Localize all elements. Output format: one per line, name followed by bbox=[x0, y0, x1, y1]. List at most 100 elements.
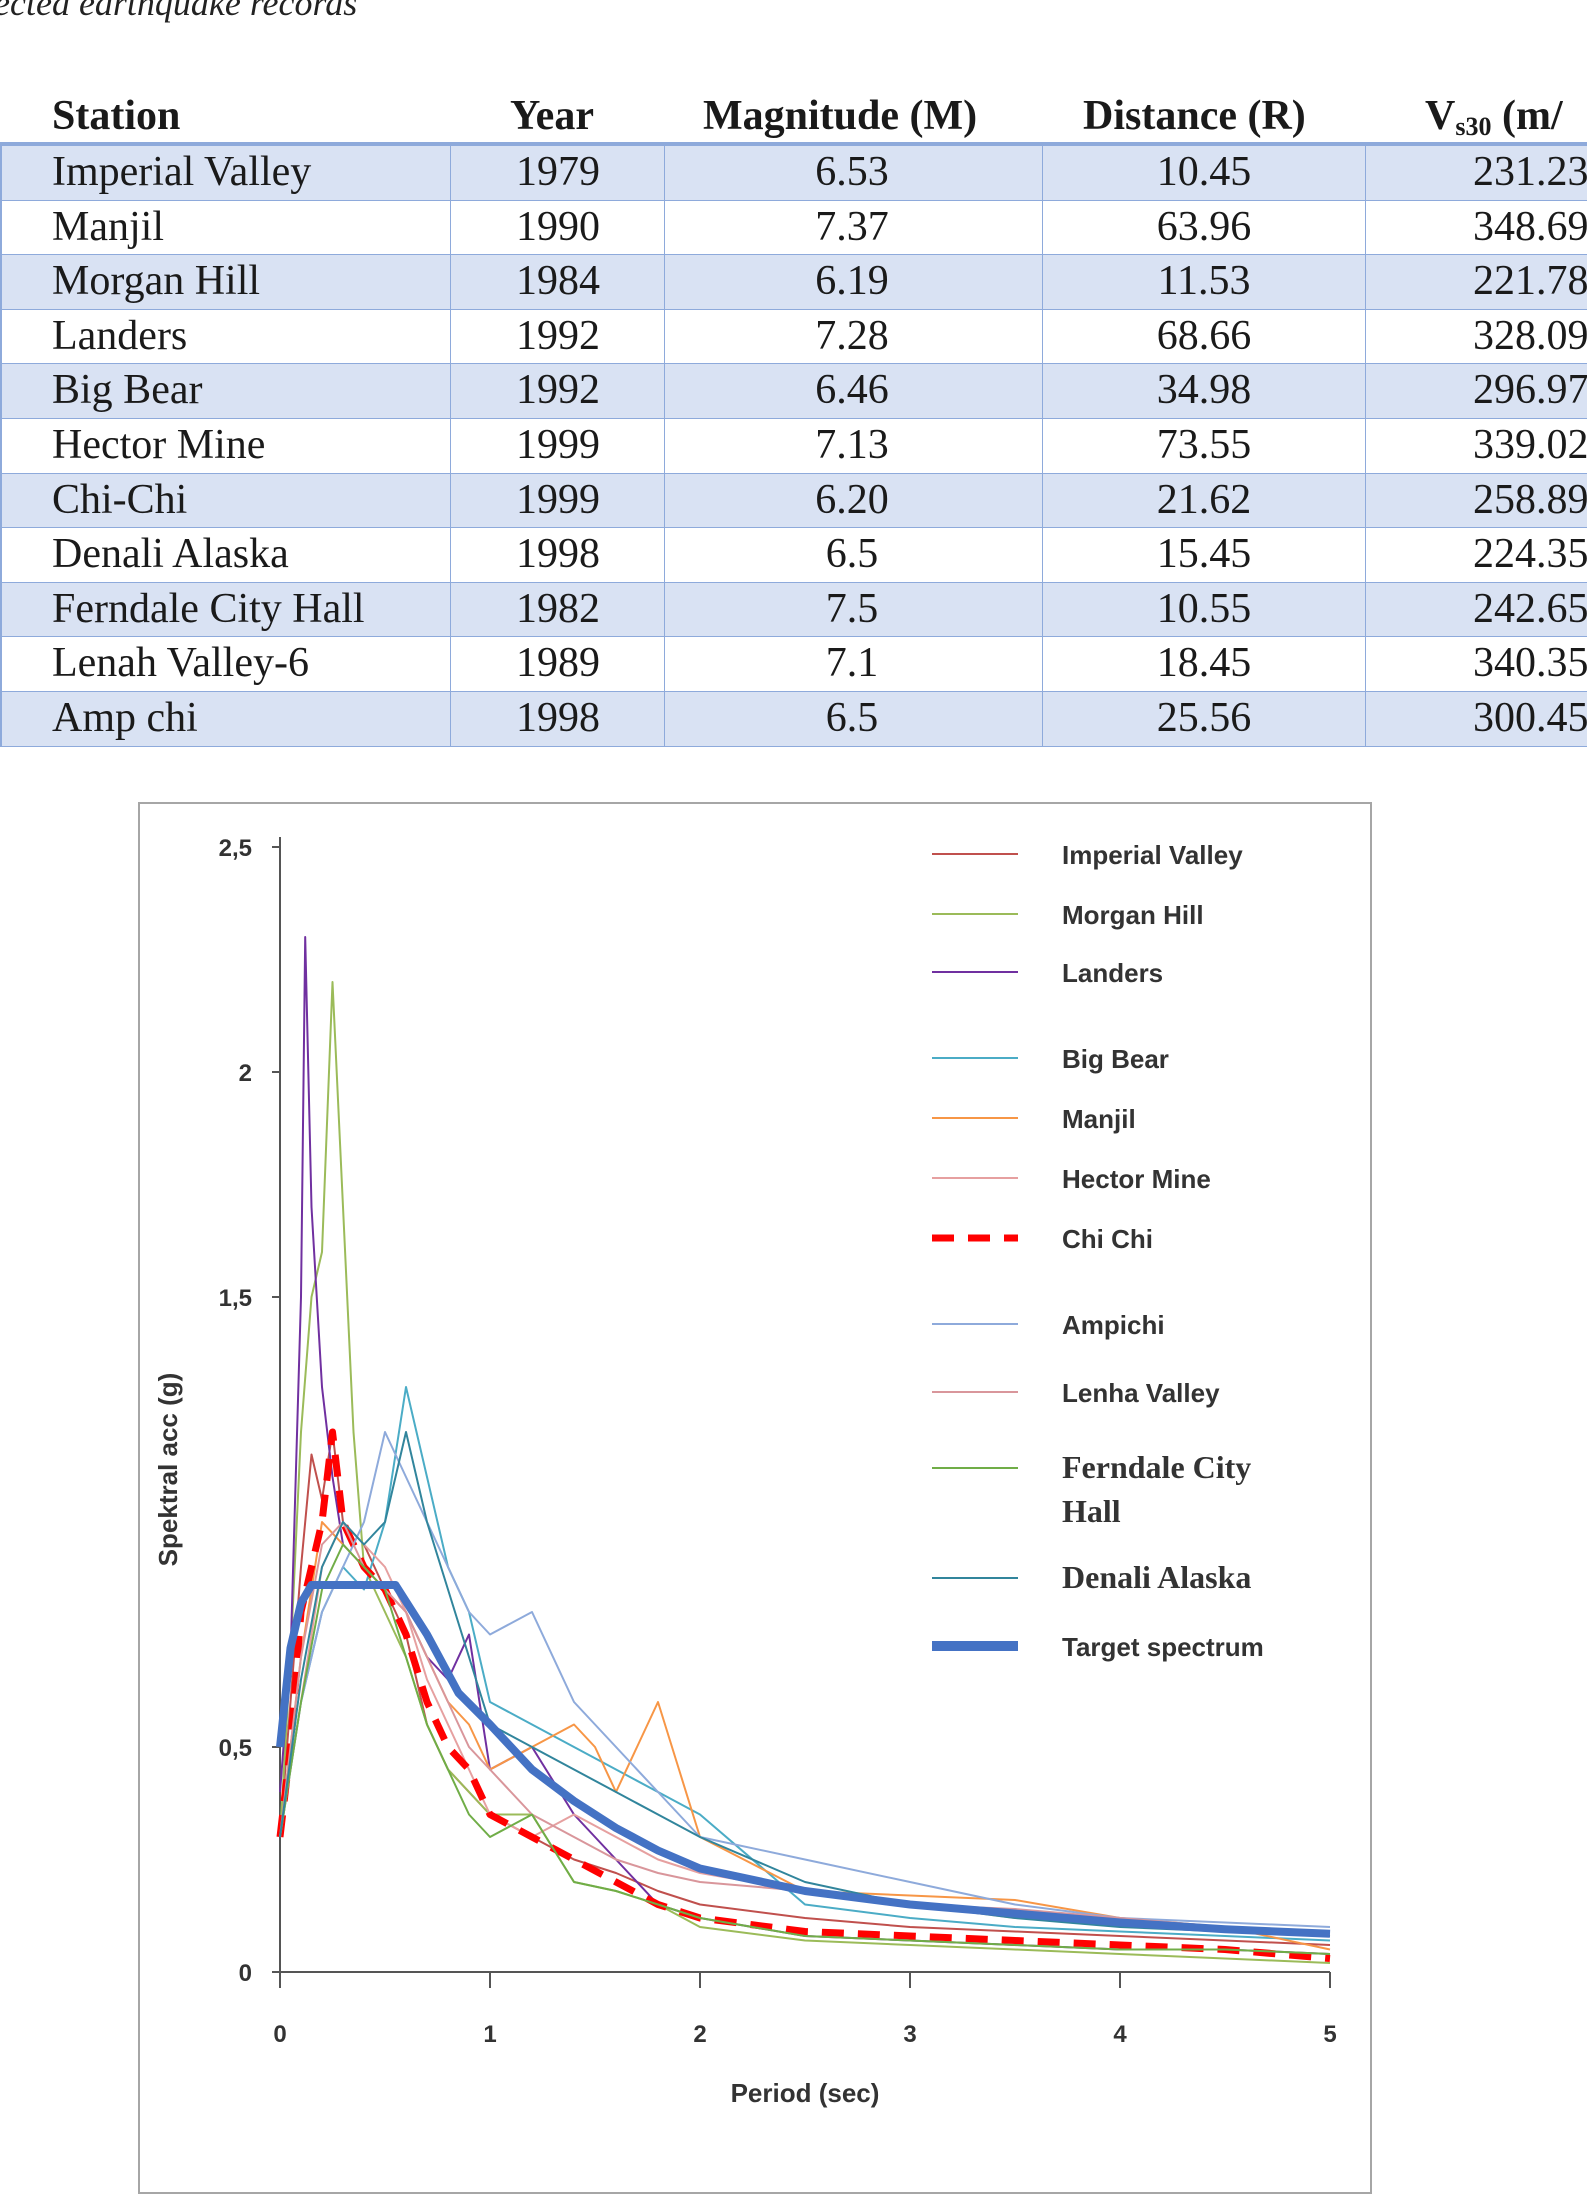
row-left-border bbox=[0, 582, 2, 637]
header-station: Station bbox=[52, 93, 181, 139]
column-divider bbox=[664, 418, 665, 473]
cell-distance: 10.55 bbox=[1156, 585, 1252, 632]
header-distance: Distance (R) bbox=[1083, 93, 1306, 139]
header-vs30-unit: (m/ bbox=[1501, 93, 1563, 139]
column-divider bbox=[1365, 691, 1366, 746]
legend-label-line: Ferndale City bbox=[1062, 1449, 1251, 1485]
x-tick-label: 3 bbox=[903, 2021, 916, 2048]
series-line-chi-chi bbox=[276, 1428, 1331, 1962]
column-divider bbox=[1042, 582, 1043, 637]
row-left-border bbox=[0, 146, 2, 200]
cell-vs30: 296.97 bbox=[1473, 367, 1587, 414]
header-vs30-base: V bbox=[1425, 93, 1456, 139]
cell-vs30: 242.65 bbox=[1473, 585, 1587, 632]
legend-label: Ferndale City Hall bbox=[1062, 1449, 1251, 1529]
cell-magnitude: 6.53 bbox=[815, 149, 889, 195]
y-tick-label: 0,5 bbox=[219, 1735, 252, 1762]
cell-distance: 11.53 bbox=[1157, 258, 1251, 305]
legend-label: Manjil bbox=[1062, 1104, 1136, 1134]
table-row: Denali Alaska 1998 6.5 15.45 224.35 bbox=[0, 528, 1587, 583]
y-tick-label: 2 bbox=[239, 1060, 252, 1087]
column-divider bbox=[1365, 200, 1366, 255]
column-divider bbox=[450, 309, 451, 364]
cell-year: 1999 bbox=[516, 421, 600, 468]
legend-label: Hector Mine bbox=[1062, 1164, 1211, 1194]
column-divider bbox=[450, 637, 451, 691]
cell-distance: 68.66 bbox=[1156, 312, 1252, 359]
cell-distance: 25.56 bbox=[1156, 694, 1252, 741]
cell-distance: 73.55 bbox=[1156, 421, 1252, 468]
row-left-border bbox=[0, 528, 2, 582]
cell-station: Denali Alaska bbox=[52, 531, 289, 578]
cell-year: 1998 bbox=[516, 694, 600, 741]
header-year: Year bbox=[510, 93, 594, 139]
column-divider bbox=[664, 691, 665, 746]
column-divider bbox=[1042, 200, 1043, 255]
column-divider bbox=[1365, 528, 1366, 582]
row-left-border bbox=[0, 255, 2, 309]
legend-label-line: Hall bbox=[1062, 1493, 1121, 1529]
column-divider bbox=[450, 364, 451, 418]
cell-station: Landers bbox=[52, 312, 188, 359]
table-row: Ferndale City Hall 1982 7.5 10.55 242.65 bbox=[0, 582, 1587, 638]
cell-station: Chi-Chi bbox=[52, 476, 188, 523]
cell-station: Amp chi bbox=[52, 694, 198, 741]
series-line-landers bbox=[279, 936, 1331, 1955]
cell-magnitude: 7.28 bbox=[815, 312, 889, 359]
cell-station: Big Bear bbox=[52, 367, 203, 414]
column-divider bbox=[664, 364, 665, 418]
table-row: Amp chi 1998 6.5 25.56 300.45 bbox=[0, 691, 1587, 747]
cell-vs30: 328.09 bbox=[1473, 312, 1587, 359]
cell-year: 1979 bbox=[516, 149, 600, 195]
cell-year: 1992 bbox=[516, 367, 600, 414]
row-left-border bbox=[0, 200, 2, 255]
column-divider bbox=[1042, 255, 1043, 309]
header-magnitude: Magnitude (M) bbox=[703, 93, 978, 139]
cell-vs30: 300.45 bbox=[1473, 694, 1587, 741]
cell-year: 1984 bbox=[516, 258, 600, 305]
table-row: Hector Mine 1999 7.13 73.55 339.02 bbox=[0, 418, 1587, 474]
table-row: Manjil 1990 7.37 63.96 348.69 bbox=[0, 200, 1587, 256]
x-tick-label: 4 bbox=[1113, 2021, 1127, 2048]
column-divider bbox=[664, 255, 665, 309]
series-line-morgan-hill bbox=[279, 981, 1331, 1964]
column-divider bbox=[1365, 309, 1366, 364]
column-divider bbox=[1365, 418, 1366, 473]
cell-year: 1992 bbox=[516, 312, 600, 359]
cell-distance: 34.98 bbox=[1156, 367, 1252, 414]
cell-station: Lenah Valley-6 bbox=[52, 640, 309, 687]
cell-magnitude: 6.46 bbox=[815, 367, 889, 414]
x-tick-label: 2 bbox=[693, 2021, 706, 2048]
cell-vs30: 340.35 bbox=[1473, 640, 1587, 687]
column-divider bbox=[1042, 473, 1043, 528]
column-divider bbox=[664, 528, 665, 582]
x-tick-label: 5 bbox=[1323, 2021, 1336, 2048]
header-vs30: Vs30 (m/ bbox=[1425, 92, 1563, 142]
column-divider bbox=[1365, 364, 1366, 418]
cell-vs30: 348.69 bbox=[1473, 203, 1587, 250]
series-line-ferndale-city-hall bbox=[279, 1543, 1331, 1955]
cell-vs30: 258.89 bbox=[1473, 476, 1587, 523]
table-caption: ected earthquake records bbox=[0, 0, 358, 23]
cell-station: Morgan Hill bbox=[52, 258, 261, 305]
column-divider bbox=[1042, 146, 1043, 200]
column-divider bbox=[450, 582, 451, 637]
header-vs30-sub: s30 bbox=[1455, 112, 1492, 141]
column-divider bbox=[450, 473, 451, 528]
x-tick-label: 0 bbox=[273, 2021, 286, 2048]
y-tick-label: 2,5 bbox=[219, 835, 252, 862]
cell-year: 1990 bbox=[516, 203, 600, 250]
column-divider bbox=[1365, 255, 1366, 309]
row-left-border bbox=[0, 691, 2, 746]
cell-magnitude: 7.1 bbox=[825, 640, 879, 687]
cell-vs30: 221.78 bbox=[1473, 258, 1587, 305]
column-divider bbox=[450, 146, 451, 200]
legend-label: Big Bear bbox=[1062, 1044, 1169, 1074]
row-left-border bbox=[0, 418, 2, 473]
cell-vs30: 224.35 bbox=[1473, 531, 1587, 578]
cell-station: Imperial Valley bbox=[52, 149, 312, 195]
cell-station: Hector Mine bbox=[52, 421, 266, 468]
cell-vs30: 231.23 bbox=[1473, 149, 1587, 195]
column-divider bbox=[450, 528, 451, 582]
column-divider bbox=[450, 418, 451, 473]
